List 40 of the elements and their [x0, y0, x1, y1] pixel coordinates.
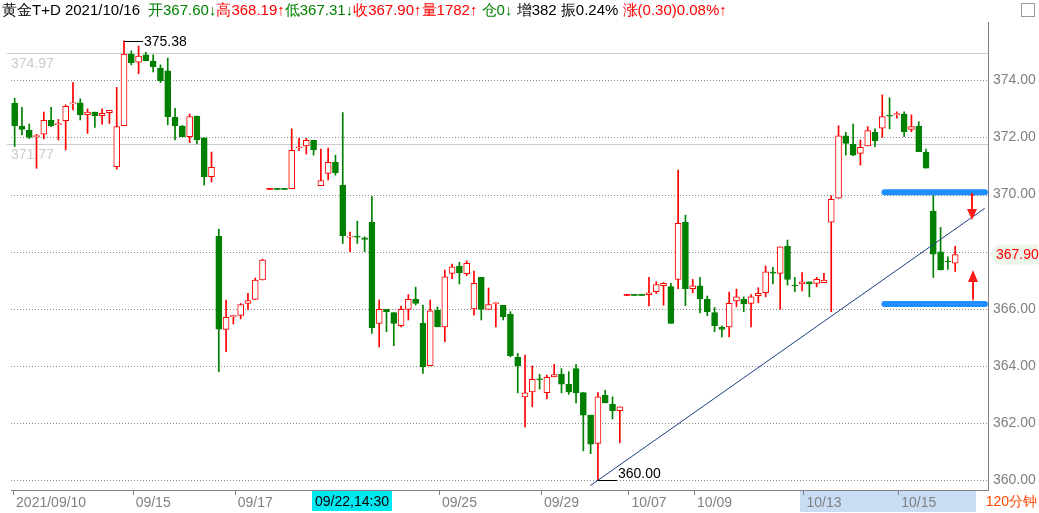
- candlestick: [354, 220, 361, 244]
- y-tick-label: 360.00: [993, 471, 1037, 488]
- candlestick: [550, 363, 558, 378]
- candlestick: [769, 267, 777, 285]
- y-tick-label: 362.00: [993, 414, 1037, 430]
- x-tick-label: 09/29: [543, 494, 580, 511]
- candlestick: [718, 325, 726, 338]
- candlestick: [69, 82, 77, 111]
- y-tick-label: 372.00: [993, 128, 1037, 145]
- x-tick-label: 09/15: [135, 494, 171, 511]
- candlestick: [616, 406, 624, 444]
- y-tick-label: 366.00: [993, 299, 1037, 316]
- candlestick: [798, 272, 806, 292]
- x-tick-label: 2021/09/10: [16, 494, 87, 511]
- x-tick-label: 09/25: [441, 494, 478, 511]
- candlestick: [98, 108, 106, 125]
- x-tick-label: 09/17: [237, 494, 273, 511]
- text: 09/22,14:30: [312, 491, 392, 511]
- y-tick-label: 374.00: [993, 71, 1037, 88]
- text: 367.90: [996, 246, 1039, 263]
- x-tick-label: 10/07: [631, 494, 667, 511]
- candlestick: [514, 353, 522, 394]
- candlestick: [346, 231, 354, 253]
- candlestick: [827, 195, 835, 313]
- candlestick: [944, 256, 952, 270]
- x-tick-label: 10/09: [697, 494, 733, 511]
- text: 开367.60↓高368.19↑低367.31↓收367.90↑量1782↑ 仓0↓ 增382 振0.24% 涨(0.30)0.08%↑: [148, 1, 727, 18]
- x-tick-label: 10/13: [806, 494, 842, 511]
- annotation: 375.38: [144, 32, 188, 49]
- annotation: 360.00: [617, 465, 661, 482]
- candlestick: [645, 277, 653, 307]
- x-tick-label: 10/15: [901, 494, 937, 511]
- candlestick: [492, 302, 500, 328]
- y-tick-label: 364.00: [993, 356, 1037, 373]
- candlestick: [791, 277, 799, 293]
- candlestick: [295, 137, 303, 151]
- candlestick: [244, 293, 252, 310]
- chart-title: 黄金T+D 2021/10/16: [2, 1, 140, 18]
- text: 120分钟: [985, 492, 1037, 510]
- y-tick-label: 370.00: [993, 185, 1037, 202]
